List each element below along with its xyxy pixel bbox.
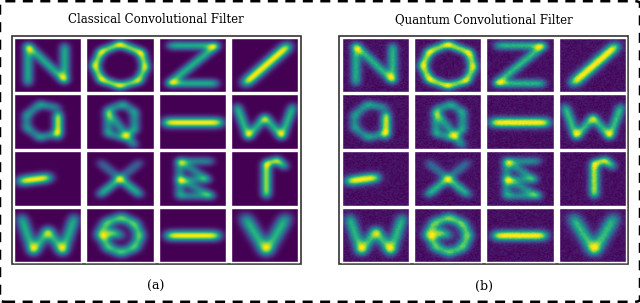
Text: Classical Convolutional Filter: Classical Convolutional Filter [68, 13, 244, 26]
Text: (a): (a) [147, 280, 165, 293]
Text: (b): (b) [475, 280, 493, 293]
Text: Quantum Convolutional Filter: Quantum Convolutional Filter [395, 13, 573, 26]
